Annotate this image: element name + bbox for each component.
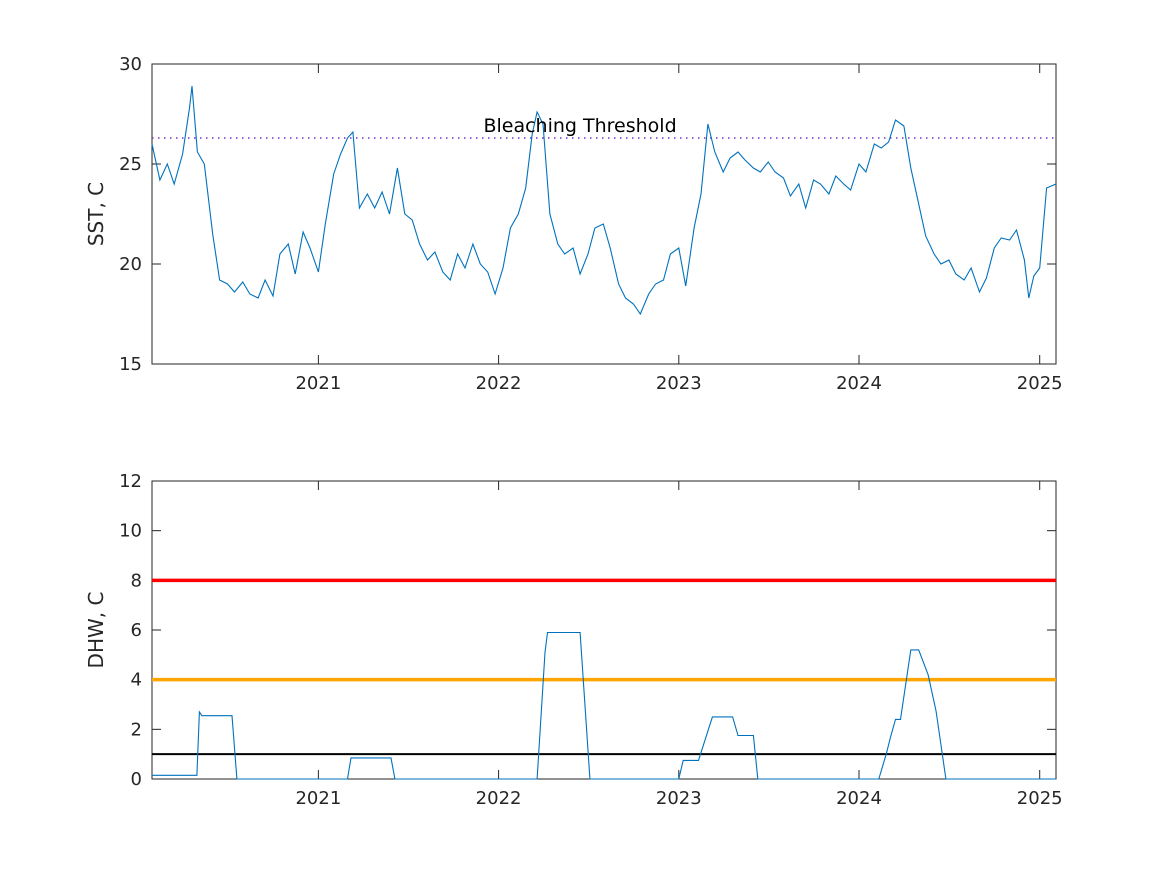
dhw-axes-box xyxy=(151,480,1057,780)
y-tick-label: 8 xyxy=(131,570,142,591)
x-tick-label: 2023 xyxy=(656,373,702,394)
dhw-series-line xyxy=(152,631,1056,780)
y-tick-label: 6 xyxy=(131,620,142,641)
x-tick-label: 2022 xyxy=(476,788,522,809)
y-tick-label: 0 xyxy=(131,769,142,790)
bleaching-threshold-label: Bleaching Threshold xyxy=(483,115,676,137)
y-tick-label: 15 xyxy=(119,354,142,375)
y-tick-label: 4 xyxy=(131,670,142,691)
x-tick-label: 2024 xyxy=(836,788,882,809)
x-tick-label: 2025 xyxy=(1017,788,1063,809)
y-tick-label: 12 xyxy=(119,471,142,492)
x-tick-label: 2025 xyxy=(1017,373,1063,394)
y-tick-label: 10 xyxy=(119,521,142,542)
x-tick-label: 2022 xyxy=(476,373,522,394)
sst-axes-box xyxy=(151,63,1057,365)
dhw-panel: 2021 2022 2023 2024 2025 0 2 4 6 8 10 12 DHW, C xyxy=(84,471,1063,809)
y-tick-label: 30 xyxy=(119,54,142,75)
y-tick-label: 2 xyxy=(131,719,142,740)
dhw-y-axis-label: DHW, C xyxy=(84,592,108,669)
dhw-reference-lines xyxy=(152,578,1056,756)
y-tick-label: 25 xyxy=(119,154,142,175)
dhw-ticks: 2021 2022 2023 2024 2025 0 2 4 6 8 10 12 xyxy=(119,471,1063,809)
x-tick-label: 2021 xyxy=(295,373,341,394)
x-tick-label: 2024 xyxy=(836,373,882,394)
y-tick-label: 20 xyxy=(119,254,142,275)
x-tick-label: 2021 xyxy=(295,788,341,809)
x-tick-label: 2023 xyxy=(656,788,702,809)
sst-series-line xyxy=(151,85,1057,316)
sst-y-axis-label: SST, C xyxy=(84,182,108,246)
